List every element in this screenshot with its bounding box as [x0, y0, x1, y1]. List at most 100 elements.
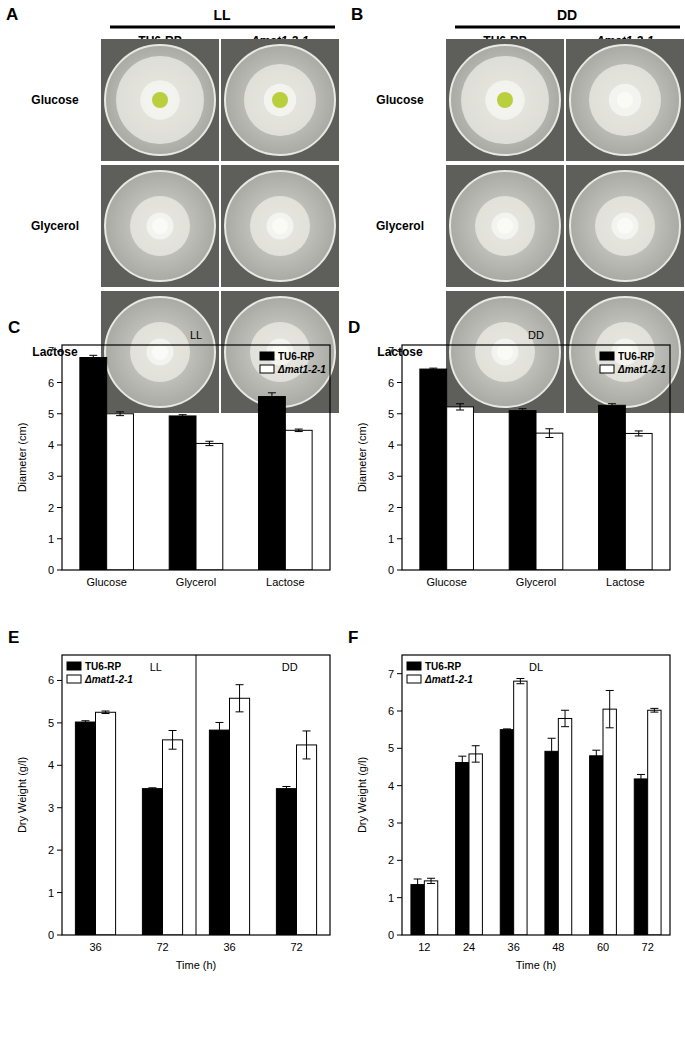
error-cap — [215, 722, 223, 723]
error-cap — [561, 726, 569, 727]
y-tick — [57, 351, 62, 352]
error-cap — [414, 890, 422, 891]
y-tick-label: 3 — [388, 817, 394, 829]
error-bar — [102, 711, 110, 714]
bar — [196, 443, 223, 570]
error-cap — [456, 403, 464, 404]
y-tick-label: 6 — [388, 705, 394, 717]
chart: E012345636723672Dry Weight (g/l)Time (h)… — [8, 628, 330, 971]
plate-photo — [566, 39, 684, 161]
y-tick — [57, 850, 62, 851]
error-cap — [635, 430, 643, 431]
y-tick — [57, 413, 62, 414]
error-cap — [102, 711, 110, 712]
error-cap — [592, 761, 600, 762]
y-tick-label: 7 — [388, 668, 394, 680]
error-cap — [205, 445, 213, 446]
bar — [648, 710, 661, 935]
y-tick — [397, 823, 402, 824]
error-cap — [282, 790, 290, 791]
plate-photo — [566, 291, 684, 413]
error-cap — [116, 411, 124, 412]
error-cap — [606, 727, 614, 728]
mycelium — [475, 196, 535, 256]
mycelium — [461, 56, 549, 144]
medium-label: Glycerol — [376, 219, 424, 233]
mycelium-core — [147, 213, 174, 240]
y-tick-label: 6 — [388, 377, 394, 389]
y-tick — [397, 351, 402, 352]
y-tick-label: 0 — [388, 929, 394, 941]
y-tick — [397, 711, 402, 712]
dish — [450, 297, 560, 407]
bar — [469, 754, 482, 935]
error-line — [431, 878, 432, 883]
x-tick-label: 36 — [89, 941, 101, 953]
error-cap — [545, 428, 553, 429]
plot-area — [420, 368, 652, 570]
bar — [259, 397, 286, 570]
bar — [230, 698, 250, 935]
error-bar — [429, 368, 437, 370]
plate-photo — [446, 165, 564, 287]
y-axis-label: Dry Weight (g/l) — [16, 757, 28, 833]
error-bar — [545, 429, 553, 438]
y-axis-label: Diameter (cm) — [356, 423, 368, 493]
colony-center — [152, 344, 168, 360]
y-tick — [397, 507, 402, 508]
x-tick-label: 72 — [156, 941, 168, 953]
bar — [297, 745, 317, 935]
error-cap — [458, 756, 466, 757]
error-line — [172, 731, 173, 750]
legend-label: TU6-RP — [618, 351, 654, 362]
y-tick — [397, 413, 402, 414]
plate-photo — [221, 165, 339, 287]
dish — [225, 297, 335, 407]
error-line — [520, 679, 521, 684]
annotation: DD — [282, 661, 298, 673]
colony-center — [152, 92, 168, 108]
error-cap — [89, 359, 97, 360]
y-tick-label: 0 — [48, 929, 54, 941]
y-tick — [57, 935, 62, 936]
plate-photo — [221, 39, 339, 161]
medium-label: Glycerol — [31, 219, 79, 233]
x-axis-label: Time (h) — [176, 959, 217, 971]
x-tick-label: Glycerol — [516, 576, 556, 588]
dish — [450, 45, 560, 155]
x-axis-label: Time (h) — [516, 959, 557, 971]
dish — [225, 171, 335, 281]
divider — [196, 655, 197, 935]
bar — [456, 763, 469, 935]
bar — [545, 751, 558, 935]
x-tick-label: 36 — [508, 941, 520, 953]
title-rule — [110, 26, 335, 29]
y-tick-label: 7 — [48, 345, 54, 357]
colony-center — [497, 344, 513, 360]
legend-label: TU6-RP — [85, 661, 121, 672]
error-cap — [414, 879, 422, 880]
bar — [514, 681, 527, 935]
y-tick — [397, 748, 402, 749]
y-tick-label: 2 — [48, 502, 54, 514]
bar — [558, 718, 571, 935]
panel-label: F — [348, 628, 358, 647]
bar — [509, 411, 536, 570]
y-tick-label: 5 — [48, 408, 54, 420]
error-bar — [503, 729, 511, 730]
y-tick — [57, 807, 62, 808]
plate-title: LL — [213, 7, 231, 23]
panel-label: D — [348, 318, 360, 337]
legend-label: TU6-RP — [425, 661, 461, 672]
x-tick-label: Lactose — [266, 576, 305, 588]
colony-center — [497, 92, 513, 108]
y-tick-label: 0 — [388, 564, 394, 576]
error-cap — [472, 745, 480, 746]
panel-label: A — [6, 5, 18, 24]
error-cap — [637, 783, 645, 784]
error-line — [551, 738, 552, 764]
error-cap — [81, 720, 89, 721]
mycelium — [130, 196, 190, 256]
y-tick — [397, 860, 402, 861]
error-cap — [303, 730, 311, 731]
